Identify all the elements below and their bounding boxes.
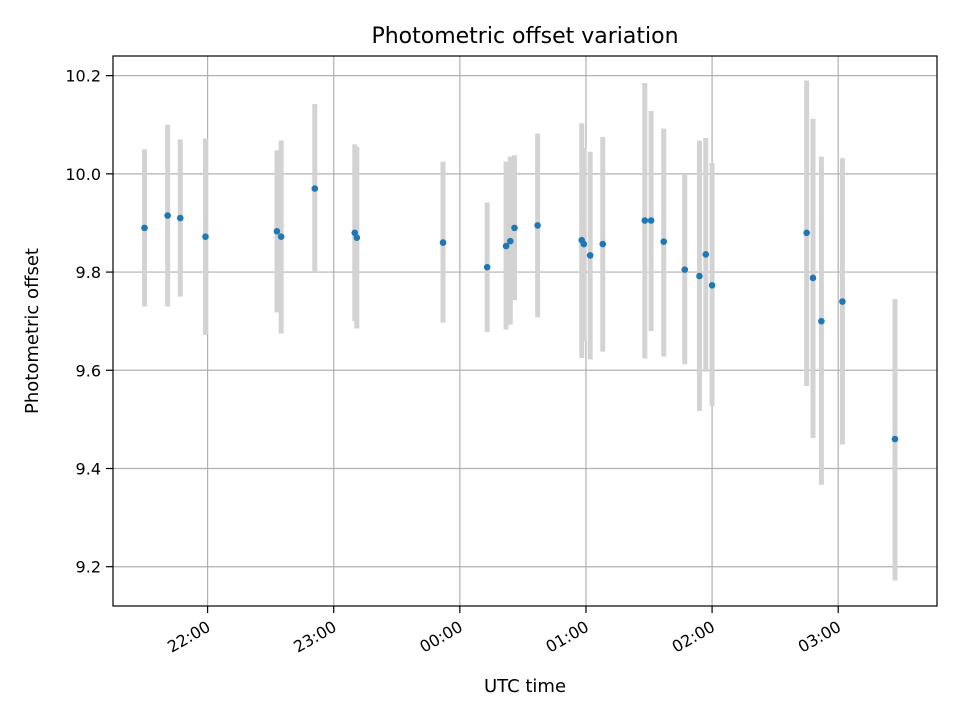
data-point [660,238,668,245]
data-point [809,274,817,282]
data-point [647,217,655,224]
y-axis-ticks: 9.2 9.4 9.6 9.8 10.0 10.2 [65,67,113,577]
data-point [511,224,518,232]
y-tick-label: 9.8 [76,263,101,282]
data-point [439,239,447,246]
data-point [534,222,541,229]
data-point [696,272,703,280]
data-point [818,317,825,325]
data-point [580,240,588,248]
data-point [641,217,649,224]
data-point [202,233,209,241]
y-tick-label: 9.4 [76,460,101,479]
y-tick-label: 9.2 [76,558,101,577]
data-point [277,233,285,241]
x-axis-label: UTC time [484,676,566,697]
data-point [839,298,846,305]
data-point [681,266,689,273]
data-point [273,228,281,235]
data-point [506,237,514,245]
data-points [141,185,899,443]
data-point [311,185,319,192]
plot-frame [112,55,938,607]
y-tick-label: 10.0 [65,165,101,184]
data-point [141,224,148,232]
data-point [803,229,810,237]
data-point [586,252,594,259]
data-point [502,242,510,250]
data-point [891,435,899,443]
data-point [702,251,710,258]
data-point [164,212,171,219]
y-tick-label: 9.6 [76,361,101,380]
grid [113,56,937,606]
data-point [353,234,361,241]
data-point [483,263,491,271]
y-axis-label: Photometric offset [22,248,43,414]
data-point [708,282,716,289]
data-point [176,214,184,222]
chart-title: Photometric offset variation [371,24,678,49]
y-tick-label: 10.2 [65,67,101,86]
data-point [599,240,607,248]
